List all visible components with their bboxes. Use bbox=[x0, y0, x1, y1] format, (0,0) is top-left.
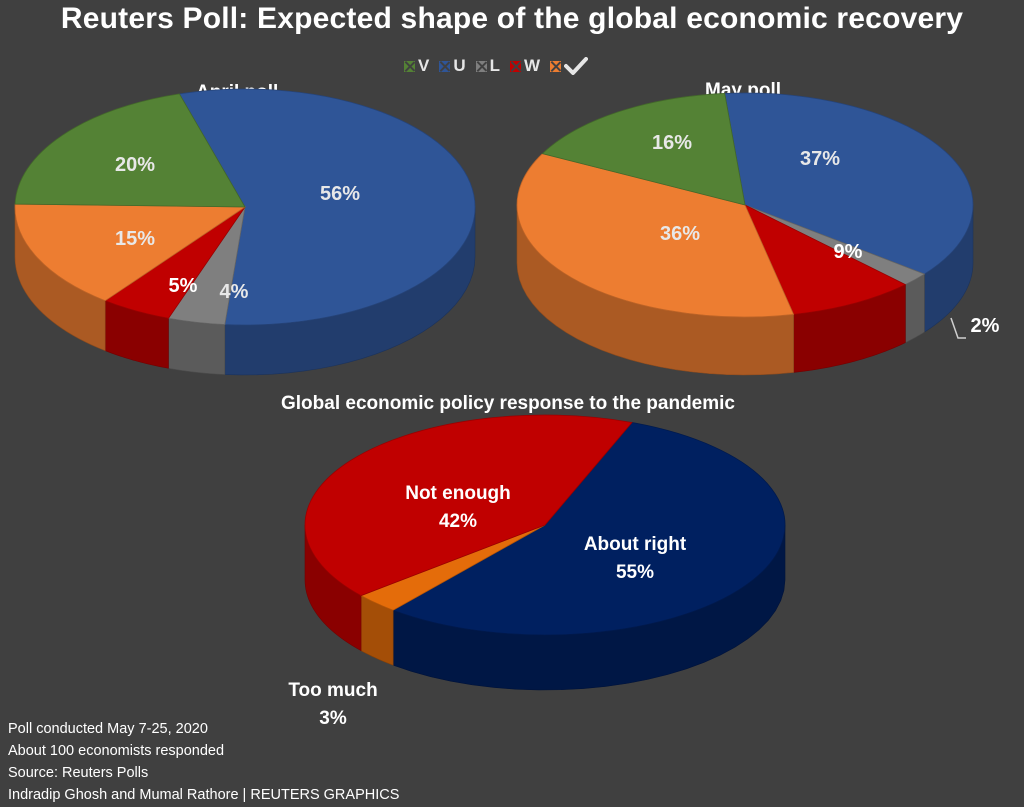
footer-line: Indradip Ghosh and Mumal Rathore | REUTE… bbox=[8, 787, 400, 803]
legend-swatch-v bbox=[404, 60, 415, 72]
pie-label-checkmark: 15% bbox=[115, 228, 155, 250]
pie-title-policy: Global economic policy response to the p… bbox=[281, 393, 735, 414]
footer-line: Source: Reuters Polls bbox=[8, 765, 149, 781]
legend-item-u: U bbox=[439, 56, 466, 76]
legend-swatch-l bbox=[475, 60, 487, 72]
pie-slice-v bbox=[14, 93, 246, 208]
pie-label-checkmark: 36% bbox=[660, 223, 700, 245]
pie-slice-w bbox=[744, 204, 907, 315]
page-title: Reuters Poll: Expected shape of the glob… bbox=[60, 2, 964, 35]
legend-label-l: L bbox=[489, 56, 501, 75]
legend-item-w: W bbox=[510, 56, 540, 76]
pie-label-w: 9% bbox=[834, 241, 863, 263]
pie-slice-checkmark bbox=[516, 153, 795, 318]
checkmark-icon bbox=[564, 57, 589, 75]
pie-slice-u bbox=[178, 88, 476, 326]
chart-legend: V U L W bbox=[404, 55, 589, 77]
pie-global-economic-policy-response-to-the-pandemic: About right 55% Too much 3% Not enough 42% bbox=[288, 414, 786, 729]
legend-item-checkmark bbox=[550, 57, 589, 75]
pie-slice-about-right bbox=[392, 422, 786, 636]
legend-swatch-w bbox=[510, 60, 522, 72]
legend-swatch-checkmark bbox=[550, 60, 562, 72]
pie-may-poll: 37% 2% 9% 36% 16% bbox=[516, 92, 1000, 376]
legend-item-l: L bbox=[475, 56, 501, 76]
footer-line: About 100 economists responded bbox=[8, 743, 225, 759]
pie-label-v: 16% bbox=[652, 132, 692, 154]
pie-label-l: 4% bbox=[220, 281, 249, 303]
pie-label-w: 5% bbox=[169, 275, 198, 297]
label-leader-line bbox=[950, 317, 966, 339]
pie-label-u: 56% bbox=[320, 183, 360, 205]
pie-slice-v bbox=[541, 93, 746, 206]
footer-line: Poll conducted May 7-25, 2020 bbox=[8, 721, 208, 737]
pie-label-not-enough: Not enough 42% bbox=[405, 483, 511, 532]
pie-slice-u bbox=[724, 92, 974, 275]
legend-item-v: V bbox=[404, 56, 429, 76]
pie-slice-not-enough bbox=[304, 414, 633, 597]
pie-side-l bbox=[168, 317, 226, 375]
legend-label-w: W bbox=[524, 56, 541, 75]
legend-label-u: U bbox=[453, 56, 466, 75]
legend-label-v: V bbox=[418, 56, 430, 75]
pie-label-too-much: Too much 3% bbox=[288, 680, 377, 729]
footer-notes: Poll conducted May 7-25, 2020 About 100 … bbox=[8, 718, 399, 806]
pie-label-v: 20% bbox=[115, 154, 155, 176]
pie-side-l bbox=[905, 273, 925, 344]
pie-april-poll: 56% 4% 5% 15% 20% bbox=[14, 88, 476, 376]
pie-label-u: 37% bbox=[800, 148, 840, 170]
pie-slice-checkmark bbox=[14, 203, 247, 302]
pie-label-about-right: About right 55% bbox=[584, 534, 687, 583]
pie-label-l: 2% bbox=[971, 315, 1000, 337]
legend-swatch-u bbox=[439, 60, 451, 72]
